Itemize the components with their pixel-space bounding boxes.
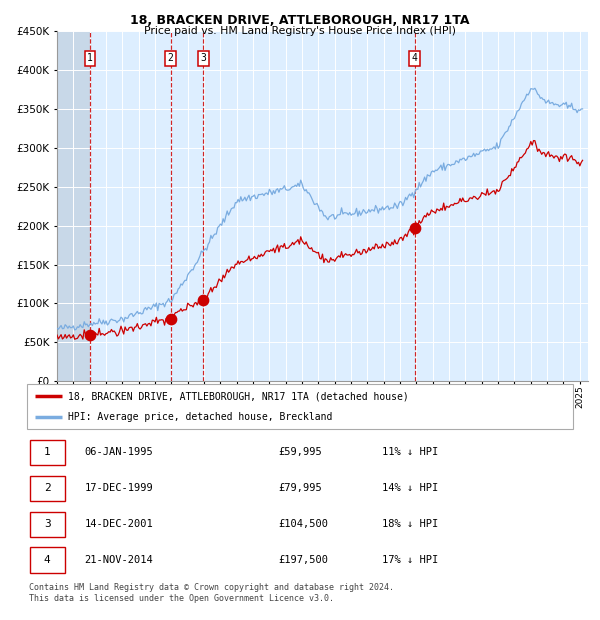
Point — [166, 314, 175, 324]
FancyBboxPatch shape — [30, 512, 65, 537]
Text: 18% ↓ HPI: 18% ↓ HPI — [382, 519, 438, 529]
Text: 4: 4 — [44, 555, 50, 565]
Text: 2: 2 — [44, 483, 50, 494]
Text: 06-JAN-1995: 06-JAN-1995 — [85, 447, 153, 458]
Text: HPI: Average price, detached house, Breckland: HPI: Average price, detached house, Brec… — [68, 412, 332, 422]
Point — [199, 295, 208, 305]
Text: £79,995: £79,995 — [278, 483, 322, 494]
Text: 18, BRACKEN DRIVE, ATTLEBOROUGH, NR17 1TA: 18, BRACKEN DRIVE, ATTLEBOROUGH, NR17 1T… — [130, 14, 470, 27]
Text: 17% ↓ HPI: 17% ↓ HPI — [382, 555, 438, 565]
FancyBboxPatch shape — [27, 384, 573, 429]
Text: £104,500: £104,500 — [278, 519, 328, 529]
Text: 18, BRACKEN DRIVE, ATTLEBOROUGH, NR17 1TA (detached house): 18, BRACKEN DRIVE, ATTLEBOROUGH, NR17 1T… — [68, 391, 409, 402]
Text: £59,995: £59,995 — [278, 447, 322, 458]
Text: 1: 1 — [87, 53, 93, 63]
FancyBboxPatch shape — [30, 547, 65, 573]
Text: 17-DEC-1999: 17-DEC-1999 — [85, 483, 153, 494]
Text: 2: 2 — [168, 53, 173, 63]
Text: 3: 3 — [44, 519, 50, 529]
Text: 1: 1 — [44, 447, 50, 458]
Text: 11% ↓ HPI: 11% ↓ HPI — [382, 447, 438, 458]
Text: 4: 4 — [412, 53, 418, 63]
Text: 14% ↓ HPI: 14% ↓ HPI — [382, 483, 438, 494]
Text: Price paid vs. HM Land Registry's House Price Index (HPI): Price paid vs. HM Land Registry's House … — [144, 26, 456, 36]
Point — [410, 223, 419, 232]
Text: 14-DEC-2001: 14-DEC-2001 — [85, 519, 153, 529]
FancyBboxPatch shape — [30, 440, 65, 465]
Text: Contains HM Land Registry data © Crown copyright and database right 2024.
This d: Contains HM Land Registry data © Crown c… — [29, 583, 394, 603]
Text: 3: 3 — [200, 53, 206, 63]
Point — [85, 330, 95, 340]
Text: 21-NOV-2014: 21-NOV-2014 — [85, 555, 153, 565]
FancyBboxPatch shape — [30, 476, 65, 501]
Text: £197,500: £197,500 — [278, 555, 328, 565]
